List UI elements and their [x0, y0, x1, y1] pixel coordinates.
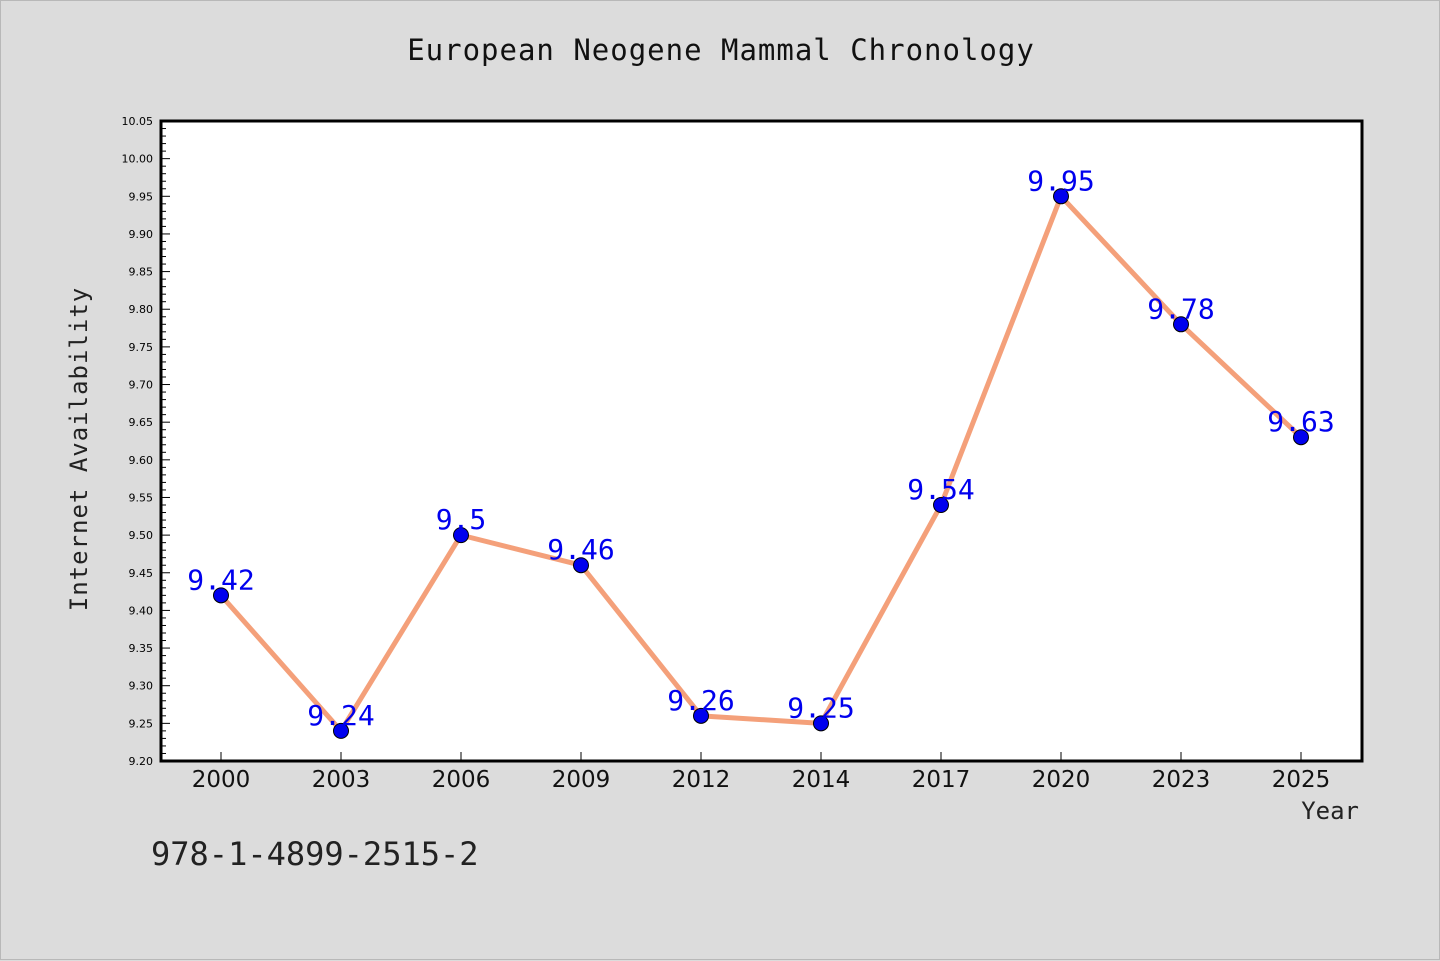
x-tick-label: 2012 [672, 767, 731, 793]
data-point [933, 497, 949, 513]
x-axis-label: Year [1301, 797, 1359, 825]
x-tick-label: 2009 [552, 767, 611, 793]
data-label: 9.95 [1027, 164, 1094, 197]
data-point [693, 707, 709, 724]
data-label: 9.54 [907, 473, 974, 506]
x-tick-label: 2023 [1152, 767, 1211, 793]
y-tick-label: 10.00 [122, 153, 154, 166]
y-tick-label: 9.90 [129, 228, 154, 241]
y-tick-label: 9.85 [129, 266, 154, 279]
x-tick-label: 2017 [912, 767, 971, 793]
y-tick-label: 9.45 [129, 567, 154, 580]
y-tick-label: 9.35 [129, 642, 154, 655]
data-label: 9.26 [667, 684, 734, 717]
y-tick-label: 9.55 [129, 491, 154, 504]
y-tick-label: 9.70 [129, 379, 154, 392]
y-tick-label: 9.65 [129, 416, 154, 429]
y-tick-label: 9.95 [129, 190, 154, 203]
plot-area [159, 119, 1364, 763]
data-points [213, 188, 1309, 739]
data-labels: 9.42 9.24 9.5 9.46 9.26 9.25 9.54 9.95 9.78 9.63 [187, 164, 1334, 732]
y-tick-label: 9.80 [129, 303, 154, 316]
data-label: 9.63 [1267, 405, 1334, 438]
y-tick-label: 9.75 [129, 341, 154, 354]
x-tick-label: 2020 [1032, 767, 1091, 793]
data-label: 9.25 [787, 691, 854, 724]
y-tick-label: 9.20 [129, 755, 154, 768]
data-point [213, 587, 229, 604]
y-tick-label: 9.30 [129, 680, 154, 693]
data-point [573, 557, 589, 574]
series-line-layer [219, 193, 1303, 734]
y-tick-label: 9.25 [129, 717, 154, 730]
y-axis-label: Internet Availability [65, 286, 93, 612]
data-point [813, 715, 829, 732]
data-label: 9.5 [436, 503, 487, 536]
x-tick-label: 2003 [312, 767, 371, 793]
series-line [219, 193, 1303, 734]
data-label: 9.42 [187, 563, 254, 596]
data-point [333, 722, 349, 739]
data-label: 9.78 [1147, 292, 1214, 325]
data-label: 9.24 [307, 699, 374, 732]
y-tick-label: 10.05 [122, 115, 154, 128]
y-tick-label: 9.50 [129, 529, 154, 542]
data-point [1173, 316, 1189, 333]
x-tick-label: 2000 [192, 767, 251, 793]
data-point [453, 527, 469, 544]
data-label: 9.46 [547, 533, 614, 566]
x-tick-label: 2014 [792, 767, 851, 793]
chart-title: European Neogene Mammal Chronology [407, 33, 1035, 67]
data-point [1293, 429, 1309, 446]
isbn-text: 978-1-4899-2515-2 [151, 835, 479, 873]
y-tick-label: 9.40 [129, 604, 154, 617]
data-point [1053, 188, 1069, 205]
x-axis: 2000 2003 2006 2009 2012 2014 2017 2020 2023 2025 [192, 752, 1331, 793]
y-axis: 9.20 9.25 9.30 9.35 9.40 9.45 9.50 9.55 9.60 9.65… [122, 115, 170, 768]
x-tick-label: 2006 [432, 767, 491, 793]
x-tick-label: 2025 [1272, 767, 1331, 793]
y-tick-label: 9.60 [129, 454, 154, 467]
